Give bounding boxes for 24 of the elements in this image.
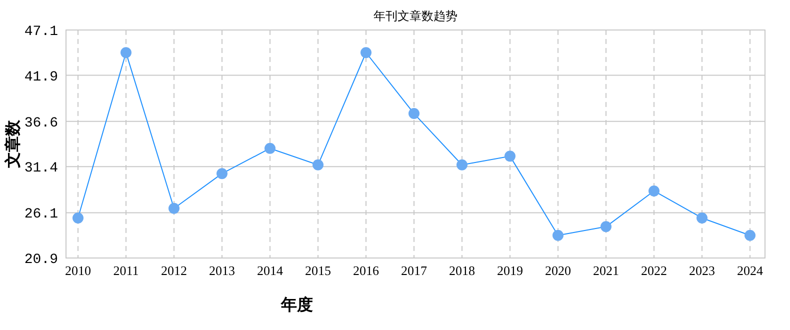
- x-axis-title: 年度: [280, 295, 313, 314]
- y-tick-label: 36.6: [24, 115, 58, 132]
- x-tick-label: 2020: [545, 263, 571, 278]
- x-tick-label: 2015: [305, 263, 331, 278]
- x-tick-label: 2016: [353, 263, 380, 278]
- x-tick-label: 2024: [737, 263, 764, 278]
- x-tick-label: 2011: [113, 263, 139, 278]
- y-tick-label: 31.4: [24, 160, 58, 177]
- x-tick-label: 2023: [689, 263, 715, 278]
- x-tick-label: 2022: [641, 263, 667, 278]
- x-tick-label: 2018: [449, 263, 475, 278]
- y-tick-label: 41.9: [24, 69, 58, 86]
- x-tick-label: 2014: [257, 263, 284, 278]
- y-tick-label: 20.9: [24, 252, 58, 268]
- x-tick-label: 2017: [401, 263, 428, 278]
- x-tick-label: 2010: [65, 263, 91, 278]
- x-tick-label: 2019: [497, 263, 523, 278]
- chart-title: 年刊文章数趋势: [374, 9, 458, 23]
- y-axis-title: 文章数: [3, 119, 22, 169]
- x-tick-label: 2013: [209, 263, 235, 278]
- y-tick-label: 47.1: [24, 24, 58, 40]
- x-tick-label: 2012: [161, 263, 187, 278]
- y-tick-label: 26.1: [24, 206, 58, 223]
- x-tick-label: 2021: [593, 263, 619, 278]
